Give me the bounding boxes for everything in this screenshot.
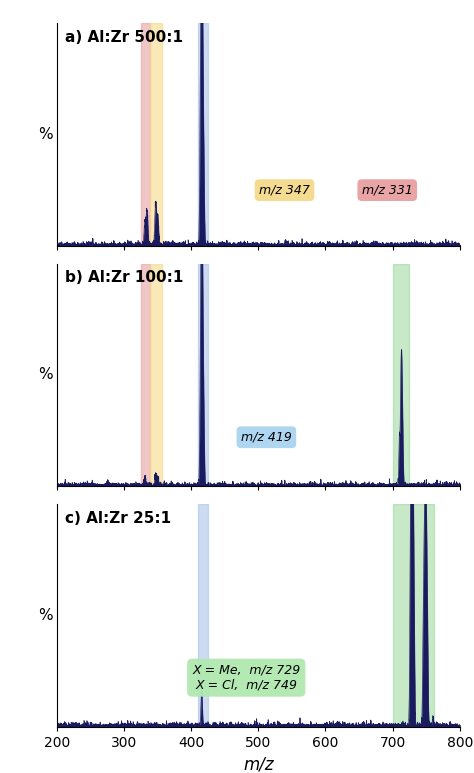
Bar [392,504,434,727]
Text: a) Al:Zr 500:1: a) Al:Zr 500:1 [65,30,183,45]
Text: c) Al:Zr 25:1: c) Al:Zr 25:1 [65,511,171,526]
Bar [198,264,208,486]
Text: m/z 331: m/z 331 [362,184,413,196]
Bar [149,264,162,486]
Text: m/z 419: m/z 419 [241,431,292,444]
Bar [149,23,162,246]
Bar [198,504,208,727]
Bar [141,264,149,486]
Y-axis label: %: % [38,608,53,623]
Y-axis label: %: % [38,127,53,142]
Bar [392,264,410,486]
Text: X = Me,   m/z 729
X = Cl,   m/z 749: X = Me, m/z 729 X = Cl, m/z 749 [192,664,301,692]
Bar [141,23,149,246]
Y-axis label: %: % [38,367,53,383]
Bar [198,23,208,246]
Text: m/z 347: m/z 347 [259,184,310,196]
X-axis label: m/z: m/z [243,755,273,773]
Text: b) Al:Zr 100:1: b) Al:Zr 100:1 [65,271,183,285]
